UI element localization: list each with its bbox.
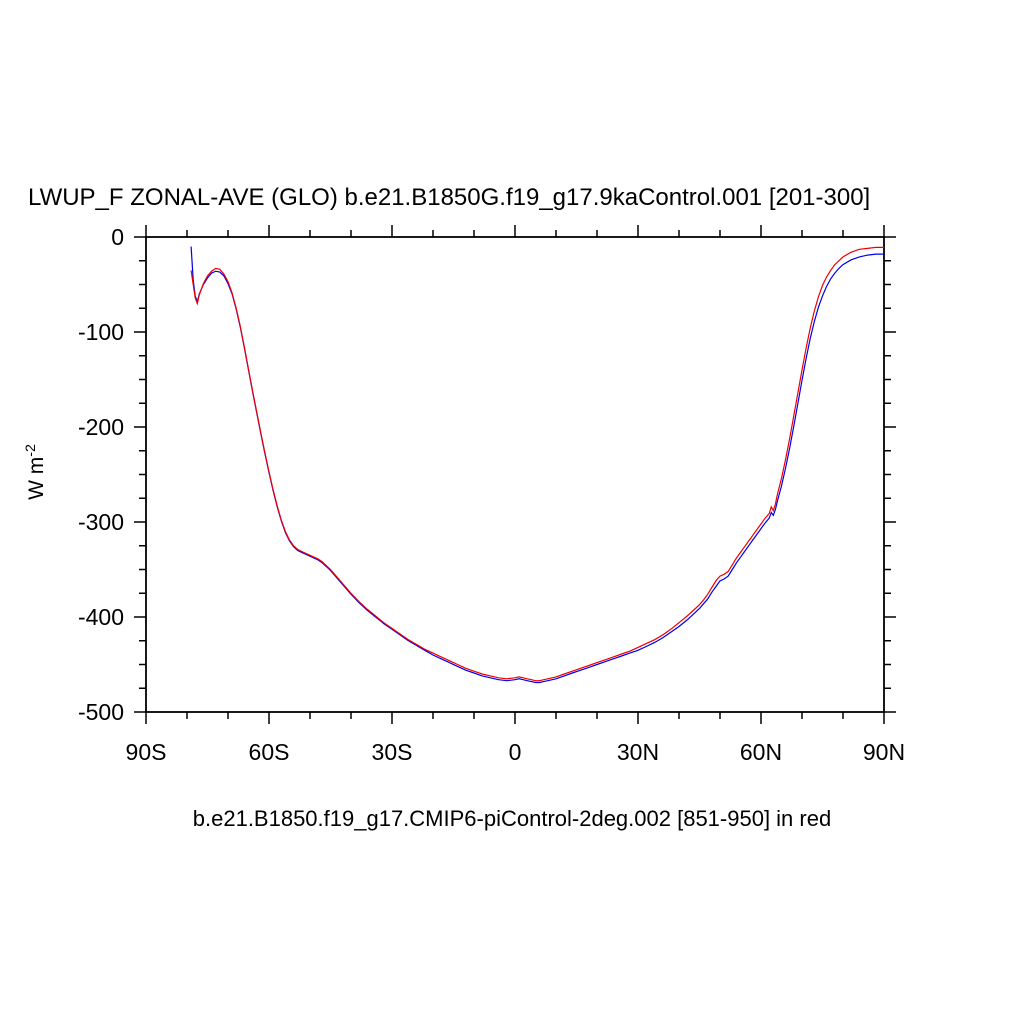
tick-labels: 90S 60S 30S 0 30N 60N 90N 0 -100 -200 -300 -400 -500	[78, 224, 905, 765]
y-tick-label: -500	[78, 699, 124, 725]
x-tick-label: 90N	[863, 739, 905, 765]
chart-title: LWUP_F ZONAL-AVE (GLO) b.e21.B1850G.f19_…	[28, 184, 871, 211]
series-line-blue	[190, 246, 884, 684]
x-tick-label: 60N	[740, 739, 782, 765]
series-line-red	[190, 246, 884, 682]
tick-marks	[134, 225, 896, 724]
axes-frame	[145, 236, 885, 713]
x-tick-label: 0	[509, 739, 522, 765]
y-tick-label: -400	[78, 604, 124, 630]
x-tick-label: 90S	[126, 739, 167, 765]
y-tick-label: 0	[111, 224, 124, 250]
chart-caption: b.e21.B1850.f19_g17.CMIP6-piControl-2deg…	[192, 806, 832, 831]
x-tick-label: 60S	[249, 739, 290, 765]
y-tick-label: -200	[78, 414, 124, 440]
x-tick-label: 30N	[617, 739, 659, 765]
x-tick-label: 30S	[372, 739, 413, 765]
y-tick-label: -100	[78, 319, 124, 345]
y-tick-label: -300	[78, 509, 124, 535]
